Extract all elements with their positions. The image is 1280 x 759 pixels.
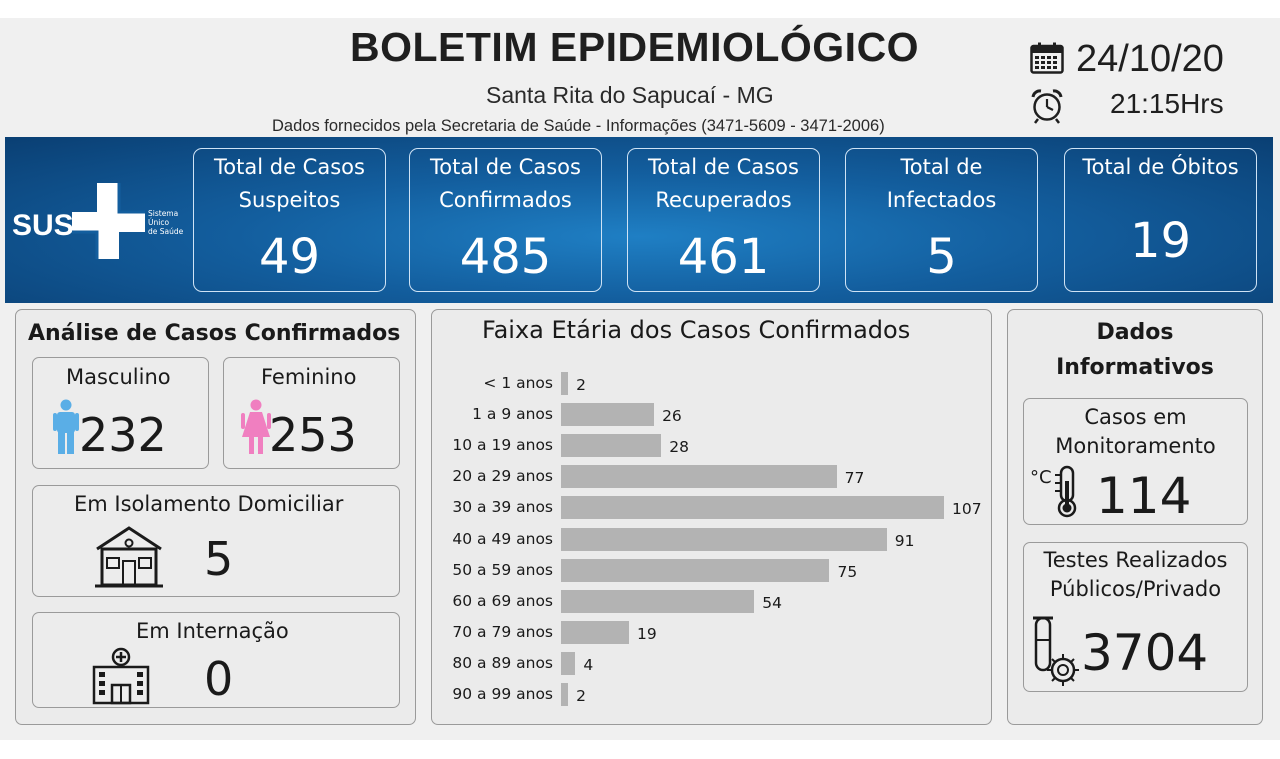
age-category-label: 30 a 39 anos [452,498,553,517]
age-category-label: 70 a 79 anos [452,622,553,641]
female-label: Feminino [261,365,357,389]
stat-label-line1: Total de [900,155,983,179]
age-bar [561,403,655,427]
stat-label-line1: Total de Óbitos [1082,155,1239,179]
age-category-label: 1 a 9 anos [472,405,553,424]
monitoring-value: 114 [1096,467,1192,525]
stat-label-line1: Total de Casos [214,155,365,179]
age-category-label: 80 a 89 anos [452,653,553,672]
female-person-icon [241,399,271,454]
male-person-icon [53,399,79,454]
sus-logo-line3: de Saúde [148,227,184,236]
age-bar-value: 26 [662,407,682,426]
sus-logo-text: SUS [12,209,74,242]
summary-banner [5,137,1273,303]
stat-label-line2: Infectados [886,188,997,212]
stat-card-deaths: Total de Óbitos 19 [1064,148,1257,292]
alarm-clock-icon [1031,89,1063,124]
age-bar [561,372,569,395]
home-isolation-card [32,485,400,597]
age-bar [561,651,576,675]
age-bar [561,434,662,458]
tests-label-line2: Públicos/Privado [1049,577,1222,601]
age-category-label: 60 a 69 anos [452,591,553,610]
age-bar [561,683,569,706]
chart-title: Faixa Etária dos Casos Confirmados [482,316,911,344]
age-bar-value: 54 [762,593,783,612]
age-bar [561,527,887,551]
age-category-label: < 1 anos [483,374,553,392]
stat-card-recovered: Total de Casos Recuperados 461 [627,148,820,292]
calendar-icon [1030,42,1064,74]
hospital-icon [92,647,150,705]
stat-label-line2: Suspeitos [238,188,341,212]
stat-value: 485 [459,229,552,285]
stat-label-line2: Recuperados [655,188,792,212]
stat-value: 19 [1129,213,1192,269]
age-category-label: 40 a 49 anos [452,529,553,548]
age-bar [561,465,837,489]
info-title-line1: Dados [1096,320,1174,345]
age-bar-value: 2 [576,376,587,394]
age-bar-value: 75 [837,562,858,581]
stat-card-infected: Total de Infectados 5 [845,148,1038,292]
age-bar [561,558,830,582]
age-bar [561,589,755,613]
page-title: BOLETIM EPIDEMIOLÓGICO [350,24,920,70]
stat-label-line1: Total de Casos [648,155,799,179]
bulletin-date: 24/10/20 [1076,38,1224,80]
age-bar-value: 77 [844,469,865,488]
sus-logo-line1: Sistema [148,209,178,218]
age-category-label: 10 a 19 anos [452,436,553,455]
hospitalized-card [32,612,400,708]
stat-label-line1: Total de Casos [430,155,581,179]
age-category-label: 90 a 99 anos [452,685,553,703]
tests-value: 3704 [1081,624,1209,682]
thermometer-icon: °C [1030,465,1077,518]
age-bar-value: 4 [583,655,594,674]
tests-label-line1: Testes Realizados [1043,548,1228,572]
monitoring-label-line2: Monitoramento [1055,434,1216,458]
male-value: 232 [79,408,167,462]
age-bar-value: 2 [576,687,587,705]
test-tube-virus-icon [1033,616,1079,686]
age-bar-value: 28 [669,438,689,457]
age-bar [561,496,944,520]
home-isolation-label: Em Isolamento Domiciliar [74,492,344,516]
age-category-label: 20 a 29 anos [452,467,553,486]
house-icon [95,526,163,588]
city-subtitle: Santa Rita do Sapucaí - MG [486,82,774,108]
stat-card-confirmed: Total de Casos Confirmados 485 [409,148,602,292]
age-bar-value: 107 [952,500,982,519]
sus-logo-line2: Único [148,218,169,227]
analysis-title: Análise de Casos Confirmados [28,321,401,346]
female-value: 253 [269,408,357,462]
stat-value: 49 [258,229,321,285]
age-bar-value: 19 [637,624,657,643]
age-bar-value: 91 [894,531,915,550]
hospitalized-value: 0 [204,652,234,706]
sus-logo: SUS Sistema Único de Saúde [12,183,184,259]
age-bar [561,620,629,644]
svg-text:°C: °C [1030,467,1052,488]
monitoring-label-line1: Casos em [1084,405,1187,429]
info-title-line2: Informativos [1056,355,1214,380]
stat-label-line2: Confirmados [439,188,572,212]
home-isolation-value: 5 [204,532,234,586]
stat-value: 5 [926,229,957,285]
stat-card-suspected: Total de Casos Suspeitos 49 [193,148,386,292]
stat-value: 461 [677,229,770,285]
bulletin-time: 21:15Hrs [1110,88,1224,119]
male-label: Masculino [66,365,171,389]
hospitalized-label: Em Internação [136,619,289,643]
age-category-label: 50 a 59 anos [452,560,553,579]
source-note: Dados fornecidos pela Secretaria de Saúd… [272,117,885,135]
